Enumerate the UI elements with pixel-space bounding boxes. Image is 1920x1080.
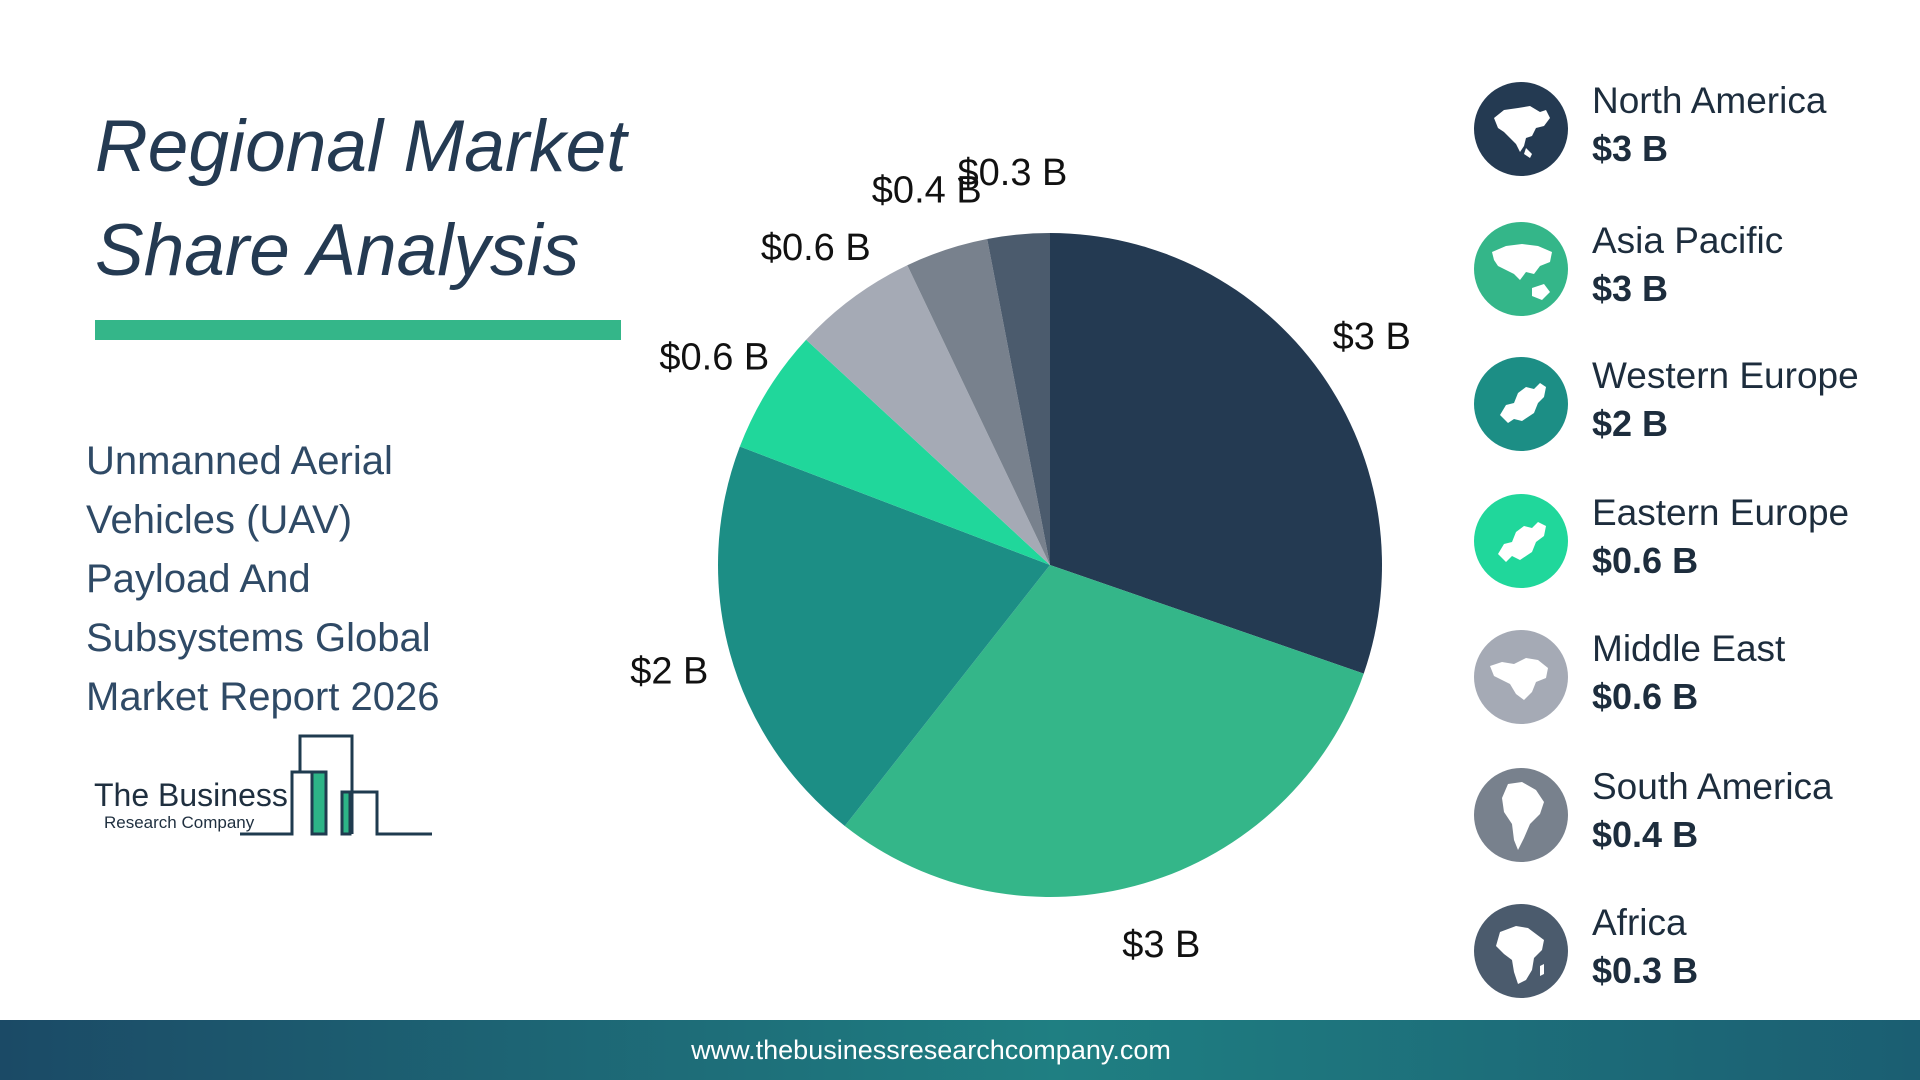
pie-data-label-middle-east: $0.6 B: [761, 227, 871, 269]
legend-label: Western Europe: [1592, 355, 1859, 396]
legend-item-asia-pacific: Asia Pacific $3 B: [1470, 220, 1910, 322]
pie-data-label-north-america: $3 B: [1333, 316, 1411, 358]
pie-slice-north-america: [1050, 233, 1382, 674]
eastern-europe-map-icon: [1474, 494, 1568, 588]
legend-value: $3 B: [1592, 268, 1669, 309]
logo-text-secondary: Research Company: [104, 813, 255, 832]
legend-value: $0.6 B: [1592, 540, 1699, 581]
legend-label: Asia Pacific: [1592, 220, 1784, 261]
pie-data-label-western-europe: $2 B: [630, 650, 708, 692]
report-title-line: Vehicles (UAV): [86, 498, 353, 542]
legend-value: $0.3 B: [1592, 950, 1699, 991]
legend-label: South America: [1592, 766, 1833, 807]
legend-item-africa: Africa $0.3 B: [1470, 902, 1910, 1004]
report-title: Unmanned Aerial Vehicles (UAV) Payload A…: [86, 432, 506, 727]
report-title-line: Subsystems Global: [86, 616, 431, 660]
pie-data-label-africa: $0.3 B: [958, 152, 1068, 194]
title-underline: [95, 320, 621, 340]
footer-bar: www.thebusinessresearchcompany.com: [0, 1020, 1920, 1080]
legend-item-south-america: South America $0.4 B: [1470, 766, 1910, 868]
page-title: Regional Market Share Analysis: [95, 95, 627, 303]
pie-data-label-eastern-europe: $0.6 B: [659, 337, 769, 379]
legend-item-eastern-europe: Eastern Europe $0.6 B: [1470, 492, 1910, 594]
legend-value: $3 B: [1592, 128, 1669, 169]
south-america-map-icon: [1474, 768, 1568, 862]
western-europe-map-icon: [1474, 357, 1568, 451]
legend-value: $0.6 B: [1592, 676, 1699, 717]
pie-data-label-south-america: $0.4 B: [872, 170, 982, 212]
legend-label: Eastern Europe: [1592, 492, 1850, 533]
logo-buildings-icon: [240, 734, 432, 836]
legend-value: $2 B: [1592, 403, 1669, 444]
legend-value: $0.4 B: [1592, 814, 1699, 855]
pie-slice-south-america: [907, 238, 1050, 565]
report-title-line: Market Report 2026: [86, 675, 440, 719]
legend-label: North America: [1592, 80, 1827, 121]
title-line-2: Share Analysis: [95, 210, 580, 291]
africa-map-icon: [1474, 904, 1568, 998]
title-line-1: Regional Market: [95, 106, 627, 187]
footer-url: www.thebusinessresearchcompany.com: [691, 1035, 1171, 1065]
legend-item-western-europe: Western Europe $2 B: [1470, 355, 1910, 457]
company-logo: The Business Research Company: [92, 730, 437, 840]
pie-slice-eastern-europe: [739, 339, 1050, 565]
middle-east-map-icon: [1474, 630, 1568, 724]
report-title-line: Unmanned Aerial: [86, 439, 393, 483]
pie-data-label-asia-pacific: $3 B: [1122, 924, 1200, 966]
north-america-map-icon: [1474, 82, 1568, 176]
legend-label: Middle East: [1592, 628, 1786, 669]
legend-label: Africa: [1592, 902, 1687, 943]
pie-slice-africa: [987, 233, 1050, 565]
legend-item-middle-east: Middle East $0.6 B: [1470, 628, 1910, 730]
pie-slice-western-europe: [718, 446, 1050, 826]
legend-item-north-america: North America $3 B: [1470, 80, 1910, 182]
pie-slice-asia-pacific: [844, 565, 1364, 897]
asia-pacific-map-icon: [1474, 222, 1568, 316]
pie-chart: $3 B$3 B$2 B$0.6 B$0.6 B$0.4 B$0.3 B: [630, 152, 1411, 966]
pie-slice-middle-east: [806, 265, 1050, 565]
logo-text-primary: The Business: [94, 777, 288, 813]
report-title-line: Payload And: [86, 557, 311, 601]
